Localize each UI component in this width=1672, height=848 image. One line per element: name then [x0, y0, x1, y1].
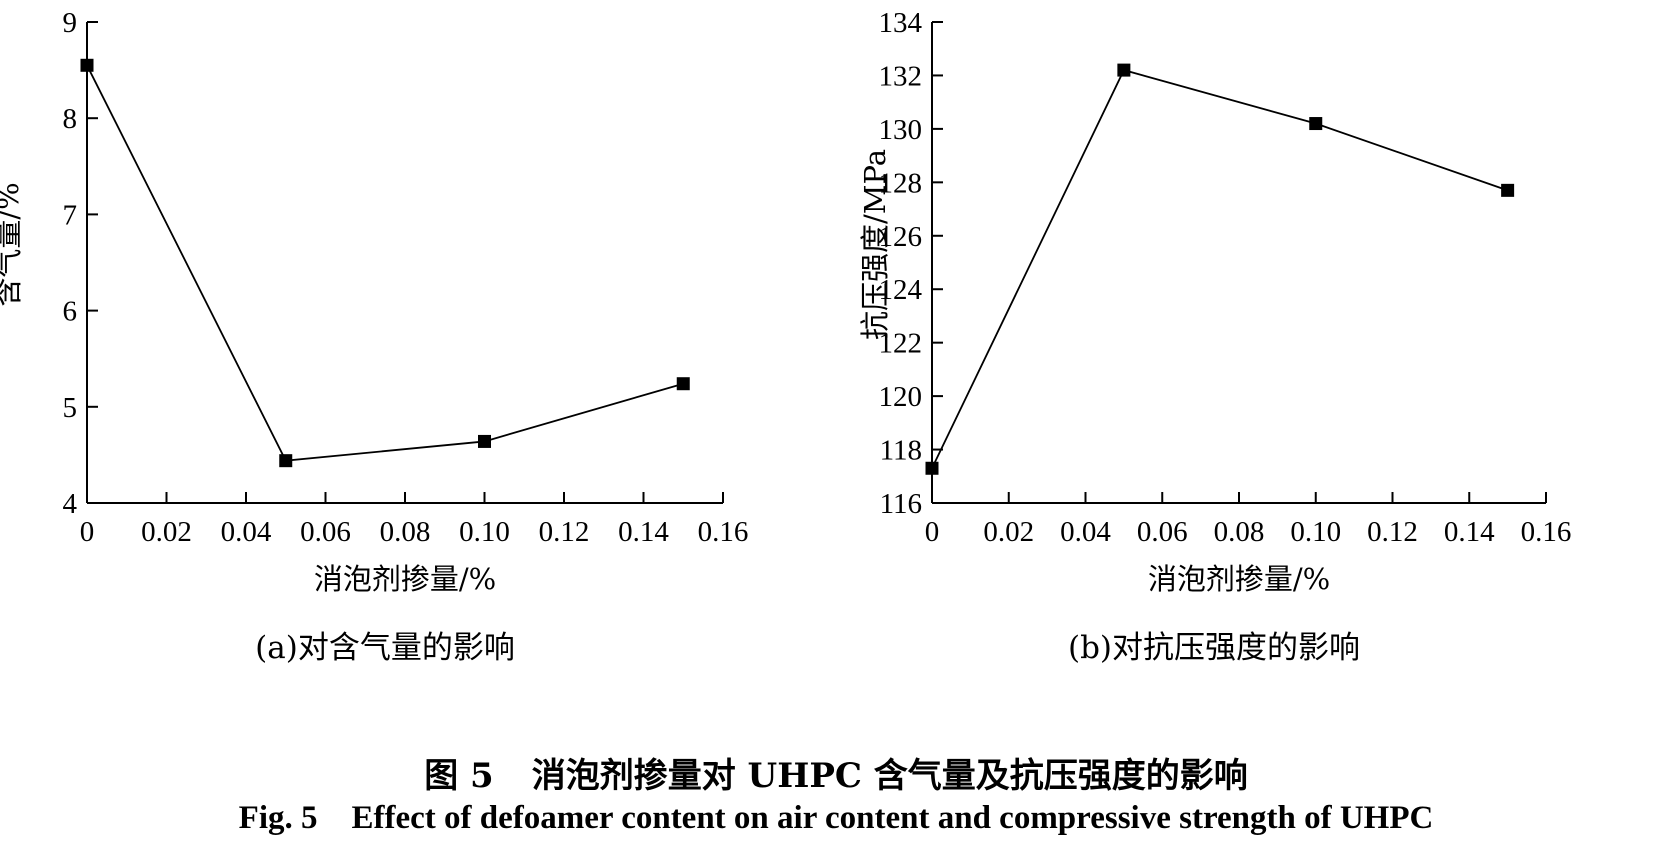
chart-b-series-line — [931, 69, 1508, 469]
chart-a-air-content: 4 5 6 7 8 9 0 0.02 0.04 0.06 0.08 0.10 0.12 0.14 0.16 消… — [0, 7, 748, 666]
chart-a-y-tick-label: 5 — [63, 392, 78, 424]
chart-a-x-tick-label: 0.04 — [221, 516, 272, 548]
chart-a-y-tick-label: 7 — [63, 199, 78, 231]
chart-a-data-point — [676, 377, 690, 391]
chart-a-y-tick-label: 4 — [63, 488, 78, 520]
chart-a-y-tick-label: 8 — [63, 103, 78, 135]
chart-b-y-tick-label: 134 — [879, 7, 923, 39]
chart-b-data-point — [1309, 117, 1323, 131]
chart-b-x-tick-label: 0.08 — [1214, 516, 1265, 548]
chart-a-x-tick-label: 0.02 — [141, 516, 192, 548]
chart-b-data-point — [1117, 63, 1131, 77]
chart-b-y-tick-label: 132 — [879, 60, 923, 92]
figure-number-cn: 图 5 — [424, 756, 494, 796]
chart-b-data-point — [925, 461, 939, 475]
chart-b-y-tick-label: 124 — [879, 274, 923, 306]
chart-b-subplot-caption: (b)对抗压强度的影响 — [1068, 630, 1360, 666]
chart-b-y-tick-label: 128 — [879, 167, 923, 199]
figure-number-en: Fig. 5 — [238, 800, 318, 836]
figure-title-cn: 消泡剂掺量对 UHPC 含气量及抗压强度的影响 — [531, 756, 1248, 796]
chart-a-x-axis-label: 消泡剂掺量/% — [314, 562, 496, 596]
chart-b-x-tick-label: 0 — [925, 516, 940, 548]
chart-b-x-tick-label: 0.06 — [1137, 516, 1188, 548]
chart-b-y-tick-label: 120 — [879, 381, 923, 413]
chart-a-x-tick-label: 0.12 — [539, 516, 590, 548]
chart-b-x-tick-label: 0.04 — [1060, 516, 1111, 548]
chart-b-x-tick-label: 0.14 — [1444, 516, 1495, 548]
chart-a-subplot-caption: (a)对含气量的影响 — [255, 630, 515, 666]
chart-b-y-tick-label: 122 — [879, 328, 923, 360]
chart-a-x-tick-label: 0.06 — [300, 516, 351, 548]
chart-b-y-tick-label: 118 — [880, 435, 922, 467]
chart-a-x-tick-label: 0.16 — [698, 516, 749, 548]
chart-a-y-tick-label: 9 — [63, 7, 78, 39]
chart-a-series-line — [86, 64, 684, 462]
chart-a-y-axis-label: 含气量/% — [0, 182, 25, 306]
chart-a-data-point — [80, 58, 94, 72]
chart-a-x-tick-label: 0.14 — [618, 516, 669, 548]
chart-b-x-tick-label: 0.10 — [1290, 516, 1341, 548]
chart-a-x-tick-label: 0 — [80, 516, 95, 548]
chart-a-x-tick-label: 0.08 — [380, 516, 431, 548]
chart-b-x-axis-label: 消泡剂掺量/% — [1148, 562, 1330, 596]
chart-b-y-tick-label: 126 — [879, 221, 923, 253]
chart-b-data-point — [1501, 183, 1515, 197]
chart-a-data-point — [279, 454, 293, 468]
chart-b-x-tick-label: 0.02 — [983, 516, 1034, 548]
chart-b-y-tick-label: 116 — [880, 488, 922, 520]
chart-a-data-point — [478, 434, 491, 448]
figure-title-en: Effect of defoamer content on air conten… — [351, 800, 1434, 836]
chart-b-y-tick-label: 130 — [879, 114, 923, 146]
chart-a-y-tick-label: 6 — [63, 296, 78, 328]
chart-b-y-axis-label: 抗压强度/MPa — [858, 149, 892, 340]
chart-b-x-tick-label: 0.12 — [1367, 516, 1418, 548]
figure-caption-chinese: 图 5 消泡剂掺量对 UHPC 含气量及抗压强度的影响 — [0, 748, 1672, 797]
chart-b-compressive-strength: 116 118 120 122 124 126 128 130 132 134 0 0.02 0.04 0… — [858, 7, 1571, 666]
chart-b-x-tick-label: 0.16 — [1521, 516, 1572, 548]
figure-caption-english: Fig. 5 Effect of defoamer content on air … — [0, 800, 1672, 837]
chart-a-x-tick-label: 0.10 — [459, 516, 510, 548]
